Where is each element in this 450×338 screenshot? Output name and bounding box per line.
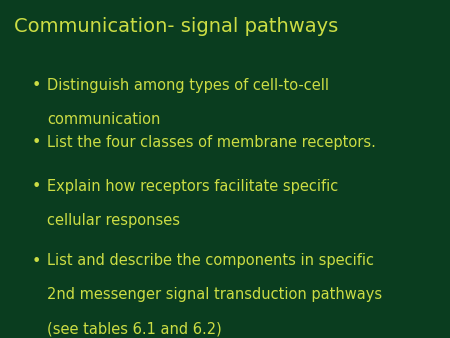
Text: List the four classes of membrane receptors.: List the four classes of membrane recept… bbox=[47, 135, 376, 150]
Text: 2nd messenger signal transduction pathways: 2nd messenger signal transduction pathwa… bbox=[47, 287, 382, 302]
Text: Communication- signal pathways: Communication- signal pathways bbox=[14, 17, 338, 36]
Text: •: • bbox=[32, 135, 41, 150]
Text: cellular responses: cellular responses bbox=[47, 213, 180, 228]
Text: List and describe the components in specific: List and describe the components in spec… bbox=[47, 254, 374, 268]
Text: •: • bbox=[32, 78, 41, 93]
Text: communication: communication bbox=[47, 112, 161, 126]
Text: •: • bbox=[32, 254, 41, 268]
Text: (see tables 6.1 and 6.2): (see tables 6.1 and 6.2) bbox=[47, 321, 222, 336]
Text: Explain how receptors facilitate specific: Explain how receptors facilitate specifi… bbox=[47, 179, 338, 194]
Text: •: • bbox=[32, 179, 41, 194]
Text: Distinguish among types of cell-to-cell: Distinguish among types of cell-to-cell bbox=[47, 78, 329, 93]
